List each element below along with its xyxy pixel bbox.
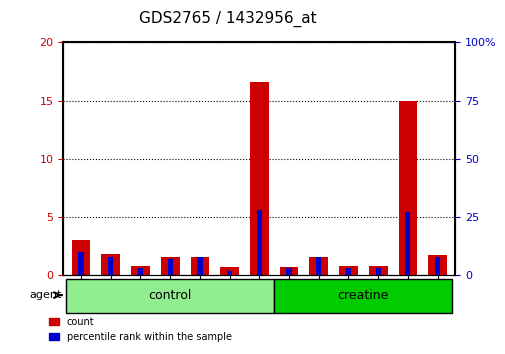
Bar	[309, 257, 327, 275]
Bar	[286, 268, 291, 275]
Bar	[427, 255, 446, 275]
Bar	[108, 257, 113, 275]
Bar	[375, 268, 380, 275]
Bar	[227, 270, 232, 275]
Bar	[434, 257, 439, 275]
Bar	[190, 257, 209, 275]
Bar	[167, 259, 173, 275]
Text: agent: agent	[29, 290, 62, 300]
Text: GDS2765 / 1432956_at: GDS2765 / 1432956_at	[138, 11, 316, 27]
Bar	[256, 210, 262, 275]
Bar	[72, 240, 90, 275]
Bar	[279, 267, 298, 275]
Bar	[368, 266, 387, 275]
Bar	[405, 212, 410, 275]
Bar	[78, 252, 83, 275]
Legend: count, percentile rank within the sample: count, percentile rank within the sample	[45, 313, 235, 346]
Bar	[131, 266, 149, 275]
Bar	[161, 257, 179, 275]
Bar	[138, 268, 143, 275]
FancyBboxPatch shape	[274, 279, 451, 313]
Bar	[338, 266, 357, 275]
Bar	[249, 82, 268, 275]
Text: creatine: creatine	[337, 289, 388, 302]
Bar	[101, 254, 120, 275]
FancyBboxPatch shape	[66, 279, 274, 313]
Bar	[197, 257, 202, 275]
Text: control: control	[148, 289, 191, 302]
Bar	[345, 268, 350, 275]
Bar	[398, 101, 417, 275]
Bar	[220, 267, 238, 275]
Bar	[316, 257, 321, 275]
